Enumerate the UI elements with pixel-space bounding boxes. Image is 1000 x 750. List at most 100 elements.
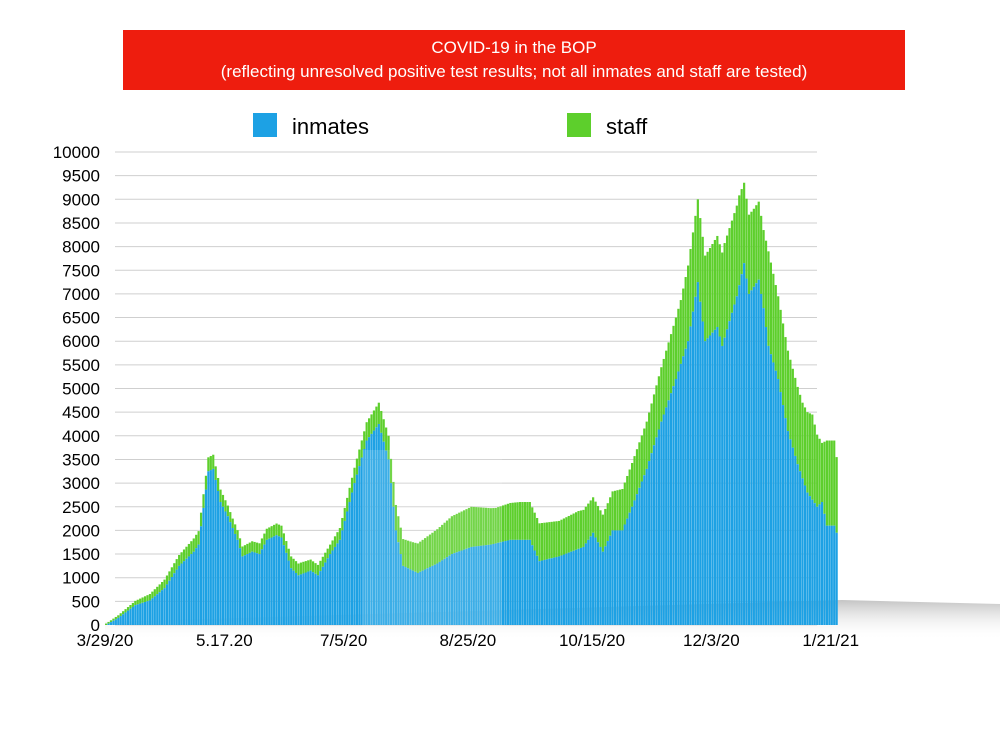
staff-bar [704, 255, 707, 342]
inmates-bar [168, 580, 171, 625]
staff-bar [263, 533, 266, 545]
staff-bar [567, 515, 570, 553]
staff-bar [438, 527, 441, 562]
inmates-bar [599, 546, 602, 625]
y-tick-label: 500 [72, 592, 100, 611]
inmates-bar [134, 605, 137, 625]
x-tick-label: 1/21/21 [802, 631, 859, 650]
staff-bar [134, 600, 137, 606]
inmates-bar [628, 512, 631, 625]
inmates-bar [436, 563, 439, 625]
inmates-bar [577, 548, 580, 625]
staff-bar [725, 235, 729, 330]
staff-bar [338, 528, 341, 540]
inmates-bar [494, 543, 497, 625]
inmates-bar [830, 525, 833, 625]
staff-bar [538, 523, 541, 562]
inmates-bar [511, 539, 514, 625]
inmates-bar [672, 386, 675, 625]
staff-bar [791, 368, 794, 448]
inmates-bar [392, 506, 395, 625]
staff-bar [601, 514, 604, 552]
legend: inmates staff [253, 113, 648, 139]
inmates-bar [750, 290, 753, 625]
staff-bar [660, 367, 663, 422]
inmates-bar [358, 466, 361, 625]
inmates-bar [117, 617, 120, 625]
inmates-bar [484, 545, 488, 625]
inmates-bar [199, 526, 203, 625]
inmates-bar [567, 552, 570, 625]
inmates-bar [107, 623, 110, 625]
staff-bar [764, 240, 768, 328]
inmates-bar [195, 548, 198, 625]
staff-bar [711, 244, 714, 333]
y-tick-label: 5000 [62, 380, 100, 399]
inmates-bar [304, 572, 307, 625]
staff-bar [248, 542, 251, 553]
inmates-bar [365, 440, 368, 625]
staff-bar [584, 506, 587, 544]
inmates-bar [382, 441, 385, 625]
inmates-bar [290, 568, 293, 625]
inmates-bar [241, 556, 244, 625]
inmates-bar [477, 546, 480, 625]
staff-bar [294, 561, 298, 573]
staff-bar [818, 438, 821, 505]
inmates-bar [555, 557, 558, 625]
inmates-bar [796, 464, 799, 625]
staff-bar [151, 591, 154, 599]
inmates-bar [324, 562, 327, 625]
staff-bar [372, 410, 376, 431]
inmates-bar [808, 496, 811, 625]
staff-bar [509, 502, 512, 540]
inmates-bar [606, 541, 609, 625]
inmates-bar [448, 555, 451, 625]
inmates-bar [316, 575, 320, 625]
inmates-bar [492, 544, 495, 625]
staff-bar [122, 611, 125, 615]
y-tick-label: 0 [91, 616, 100, 635]
staff-bar [387, 435, 390, 460]
staff-bar [672, 325, 675, 387]
staff-bar [287, 548, 290, 561]
staff-bar [207, 457, 210, 472]
staff-bar [277, 524, 281, 537]
staff-bar [533, 512, 536, 551]
staff-bar [202, 494, 205, 508]
staff-bar [560, 519, 563, 556]
staff-bar [752, 208, 755, 287]
inmates-bar [380, 432, 383, 625]
inmates-bar [143, 601, 147, 625]
staff-bar [767, 251, 770, 346]
staff-bar [633, 456, 636, 501]
staff-bar [290, 556, 293, 569]
staff-bar [307, 560, 310, 572]
staff-bar [192, 538, 195, 552]
staff-bar [314, 563, 317, 574]
staff-bar [772, 273, 775, 363]
staff-bar [594, 501, 597, 538]
staff-bar [760, 215, 763, 294]
inmates-bar [621, 530, 624, 625]
inmates-bar [141, 602, 144, 625]
inmates-bar [204, 489, 208, 625]
legend-staff-label: staff [606, 114, 648, 139]
staff-bar [363, 431, 366, 450]
inmates-bar [224, 511, 227, 625]
y-axis: 0 500 1000 1500 2000 2500 3000 3500 4000 4500 5000… [53, 143, 100, 635]
staff-bar [336, 532, 339, 544]
inmates-bar [540, 560, 544, 625]
inmates-bar [480, 545, 483, 625]
staff-bar [443, 522, 446, 559]
inmates-bar [190, 554, 193, 625]
staff-bar [801, 402, 804, 479]
staff-bar [406, 540, 410, 569]
staff-bar [662, 358, 665, 415]
inmates-bar [708, 335, 712, 625]
inmates-bar [757, 279, 760, 625]
y-tick-label: 1000 [62, 569, 100, 588]
staff-bar [141, 597, 144, 603]
inmates-bar [506, 540, 509, 625]
inmates-bar [255, 553, 259, 625]
